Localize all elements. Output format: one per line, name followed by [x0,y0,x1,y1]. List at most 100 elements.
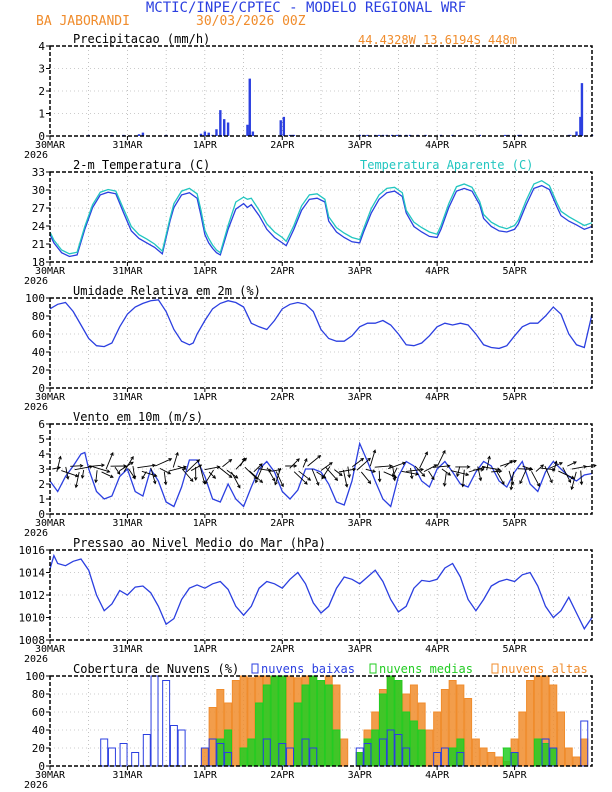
legend-swatch [251,663,259,674]
wind-vector-head [551,467,556,472]
wind-vector [155,458,172,467]
series-line-0 [49,299,593,350]
wind-vector [137,464,156,469]
x-tick-label: 3APR [348,266,373,277]
wind-vector-head [442,482,447,487]
x-tick-label: 4APR [425,392,450,403]
cloud-bar [433,711,442,767]
wind-vector-head [388,464,393,468]
x-tick-label: 2APR [270,392,295,403]
y-tick-label: 40 [32,346,45,359]
wind-vector-head [367,480,372,485]
cloud-bar [549,747,558,767]
x-tick-label: 3APR [348,770,373,781]
wind-vector [293,471,308,485]
x-tick-label: 5APR [503,392,528,403]
x-tick-label: 5APR [503,518,528,529]
wind-vector-head [509,459,513,464]
x-tick-label: 30MAR [35,266,66,277]
header-run: 30/03/2026 00Z [196,14,306,29]
wind-vector-head [347,474,351,479]
legend-swatch [491,663,499,674]
wind-vector [199,466,206,484]
wind-vector-head [344,483,349,488]
wind-vector [544,465,553,483]
wind-vector-head [129,461,134,466]
x-tick-label: 4APR [425,518,450,529]
wind-vector-head [377,478,382,483]
wind-vector [580,470,583,485]
wind-vector-head [152,480,157,485]
wind-vector-head [372,469,377,473]
wind-vector-head [487,455,491,460]
cloud-bar [255,702,264,767]
x-tick-label: 4APR [425,770,450,781]
wind-vector-head [456,473,460,478]
wind-vector-head [110,451,114,456]
cloud-bar [386,675,395,767]
wind-vector-head [447,472,452,476]
precip-bar [223,119,226,136]
wind-vector [356,457,371,471]
series-line-0 [49,184,593,258]
wind-vector [486,456,490,471]
x-year-label: 2026 [24,780,48,791]
wind-vector-head [334,477,339,482]
wind-vector-head [549,479,553,484]
wind-vector [531,471,540,487]
x-tick-label: 4APR [425,140,450,151]
wind-vector [61,470,79,477]
precip-bar [207,132,210,136]
wind-vector [352,458,364,468]
wind-vector [482,466,501,471]
cloud-bar [371,729,380,767]
x-tick-label: 1APR [193,266,218,277]
panel-title: Pressao ao Nivel Medio do Mar (hPa) [73,536,326,550]
x-year-label: 2026 [24,402,48,413]
x-tick-label: 1APR [193,140,218,151]
wind-vector [271,469,281,472]
x-tick-label: 31MAR [112,644,143,655]
precip-bar [203,131,207,136]
wind-vector [374,465,392,468]
wind-vector-head [237,484,241,489]
wind-vector [316,471,326,479]
wind-vector [553,461,557,472]
x-year-label: 2026 [24,528,48,539]
wind-vector [499,460,517,467]
y-tick-label: 27 [32,202,45,215]
y-tick-label: 6 [38,418,45,431]
wind-vector-head [409,475,414,480]
wind-vector-head [466,465,471,469]
panel-temp: 18 21 24 27 30 33 30MAR 31MAR 1APR 2APR 3APR 4APR 5A… [24,158,593,287]
cloud-bar [301,684,310,767]
cloud-bar [526,680,535,767]
wind-vector-head [461,483,465,488]
x-tick-label: 3APR [348,644,373,655]
precip-bar [137,134,141,136]
x-year-label: 2026 [24,654,48,665]
cloud-bar [440,747,449,767]
wind-vector [401,470,419,475]
wind-vector-head [465,472,470,477]
precip-bar [569,134,572,136]
wind-vector [168,466,187,472]
wind-vector-head [163,481,168,486]
wind-vector [432,465,450,468]
wind-vector [222,459,232,468]
x-tick-label: 5APR [503,644,528,655]
wind-vector [255,465,264,483]
wind-vector-head [274,481,278,486]
cloud-bar [487,752,496,767]
wind-vector [75,471,80,488]
wind-vector [462,469,465,487]
cloud-bar [309,675,318,767]
wind-vector [159,467,171,475]
x-year-label: 2026 [24,276,48,287]
wind-vector-head [496,467,501,472]
precip-bar [580,83,584,136]
wind-vector-head [152,463,156,468]
wind-vector [274,467,282,485]
wind-vector-head [442,449,446,454]
